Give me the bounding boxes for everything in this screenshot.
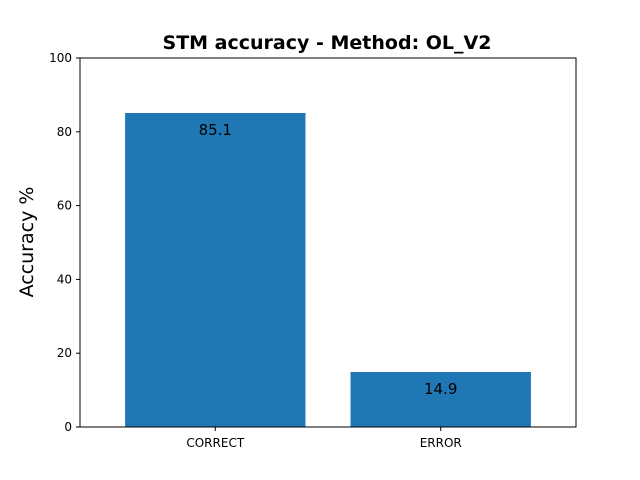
- data-labels-group: 85.1 14.9: [199, 121, 458, 398]
- x-tick-label-correct: CORRECT: [186, 436, 244, 450]
- y-tick-label: 60: [57, 199, 72, 213]
- y-tick-label: 40: [57, 272, 72, 286]
- y-tick-label: 0: [64, 420, 72, 434]
- bars-group: [125, 112, 531, 427]
- chart-title: STM accuracy - Method: OL_V2: [163, 32, 492, 54]
- y-axis-ticks: 0 20 40 60 80 100: [49, 51, 80, 434]
- plot-frame: [79, 57, 577, 428]
- y-tick-label: 20: [57, 346, 72, 360]
- data-label-error: 14.9: [424, 380, 457, 398]
- x-tick-label-error: ERROR: [420, 436, 462, 450]
- y-tick-label: 80: [57, 125, 72, 139]
- bar-error: [350, 372, 531, 427]
- bar-correct: [125, 112, 306, 427]
- x-axis-ticks: CORRECT ERROR: [186, 427, 462, 450]
- y-tick-label: 100: [49, 51, 72, 65]
- y-axis-label: Accuracy %: [16, 187, 38, 298]
- data-label-correct: 85.1: [199, 121, 232, 139]
